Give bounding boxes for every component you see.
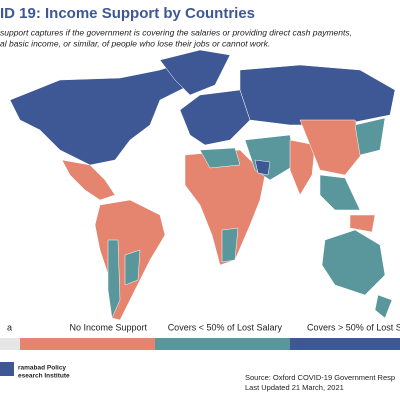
legend-swatch [20,338,155,350]
papua [349,214,376,233]
legend: a No Income Support Covers < 50% of Lost S… [0,322,400,350]
org-name: esearch Institute [18,373,70,380]
legend-label: Covers > 50% of Lost Sa [307,322,400,332]
europe [179,89,251,146]
north-africa [199,147,241,169]
world-map [9,49,396,321]
gulf [254,159,271,176]
southeast-asia [319,174,361,211]
subtitle-line: al basic income, or similar, of people w… [0,38,270,48]
china [299,119,366,176]
chile [107,239,121,319]
legend-swatch [0,338,20,350]
legend-swatch [290,338,400,350]
legend-label: Covers < 50% of Lost Salary [168,322,283,332]
southern-africa [221,227,239,263]
north-america [9,59,201,166]
east-asia [354,117,386,156]
australia [321,229,386,296]
legend-swatch [155,338,290,350]
greenland [159,49,231,96]
org-name: ramabad Policy [18,365,66,372]
central-america [61,159,116,201]
title: ID 19: Income Support by Countries [0,5,255,22]
southern-cone [124,249,141,286]
subtitle-line: support captures if the government is co… [0,27,352,37]
new-zealand [374,294,393,319]
updated: Last Updated 21 March, 2021 [245,383,344,392]
source: Source: Oxford COVID-19 Government Resp [245,373,395,382]
legend-label: a [7,322,12,332]
russia [239,64,396,126]
org-logo [0,362,14,376]
legend-label: No Income Support [69,322,147,332]
